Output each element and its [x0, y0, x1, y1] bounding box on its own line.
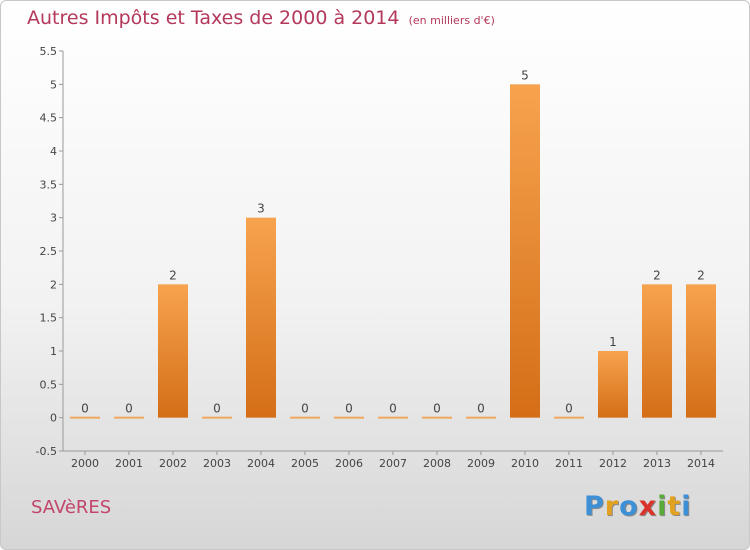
- x-tick-label: 2005: [291, 457, 319, 470]
- logo-letter: r: [604, 491, 620, 522]
- data-label: 1: [609, 335, 617, 349]
- y-tick-label: 2.5: [40, 245, 58, 258]
- bar: [686, 284, 716, 418]
- data-label: 0: [301, 402, 309, 416]
- bar: [422, 416, 452, 419]
- commune-name: SAVèRES: [31, 497, 112, 518]
- data-label: 3: [257, 202, 265, 216]
- y-tick-label: 0: [50, 412, 57, 425]
- y-tick-label: -0.5: [36, 445, 57, 458]
- y-tick-label: 1.5: [40, 312, 58, 325]
- x-tick-label: 2012: [599, 457, 627, 470]
- y-tick-label: 5.5: [40, 45, 58, 58]
- data-label: 0: [477, 402, 485, 416]
- chart-subtitle: (en milliers d'€): [408, 14, 495, 27]
- data-label: 2: [653, 268, 661, 282]
- data-label: 0: [125, 402, 133, 416]
- bar: [70, 416, 100, 419]
- bar: [510, 84, 540, 418]
- y-tick-label: 2: [50, 278, 57, 291]
- data-label: 0: [213, 402, 221, 416]
- x-tick-label: 2006: [335, 457, 363, 470]
- data-label: 0: [81, 402, 89, 416]
- bar: [466, 416, 496, 419]
- logo-letter: t: [667, 491, 682, 522]
- y-tick-label: 5: [50, 78, 57, 91]
- bar: [290, 416, 320, 419]
- y-tick-label: 3: [50, 212, 57, 225]
- data-label: 2: [697, 268, 705, 282]
- y-tick-label: 4: [50, 145, 57, 158]
- x-tick-label: 2011: [555, 457, 583, 470]
- data-label: 0: [389, 402, 397, 416]
- x-tick-label: 2009: [467, 457, 495, 470]
- bar: [598, 351, 628, 418]
- x-tick-label: 2002: [159, 457, 187, 470]
- logo-letter: P: [584, 491, 605, 522]
- x-tick-label: 2014: [687, 457, 715, 470]
- proxiti-logo: Proxiti: [584, 491, 692, 522]
- bar: [554, 416, 584, 419]
- chart-title: Autres Impôts et Taxes de 2000 à 2014: [27, 7, 400, 29]
- y-tick-label: 1: [50, 345, 57, 358]
- data-label: 5: [521, 68, 529, 82]
- x-tick-label: 2013: [643, 457, 671, 470]
- title-row: Autres Impôts et Taxes de 2000 à 2014 (e…: [27, 7, 495, 29]
- x-tick-label: 2001: [115, 457, 143, 470]
- logo-letter: o: [619, 491, 639, 522]
- y-tick-label: 3.5: [40, 178, 58, 191]
- data-label: 0: [345, 402, 353, 416]
- x-tick-label: 2003: [203, 457, 231, 470]
- logo-letter: x: [638, 491, 658, 522]
- y-tick-label: 4.5: [40, 112, 58, 125]
- bar: [378, 416, 408, 419]
- data-label: 0: [565, 402, 573, 416]
- x-tick-label: 2008: [423, 457, 451, 470]
- x-tick-label: 2010: [511, 457, 539, 470]
- logo-letter: i: [657, 491, 668, 522]
- bar: [642, 284, 672, 418]
- x-tick-label: 2007: [379, 457, 407, 470]
- bar: [246, 217, 276, 418]
- data-label: 2: [169, 268, 177, 282]
- bar: [114, 416, 144, 419]
- x-tick-label: 2004: [247, 457, 275, 470]
- x-tick-label: 2000: [71, 457, 99, 470]
- data-label: 0: [433, 402, 441, 416]
- logo-letter: i: [681, 491, 692, 522]
- bar: [202, 416, 232, 419]
- y-tick-label: 0.5: [40, 378, 58, 391]
- bar: [158, 284, 188, 418]
- bar: [334, 416, 364, 419]
